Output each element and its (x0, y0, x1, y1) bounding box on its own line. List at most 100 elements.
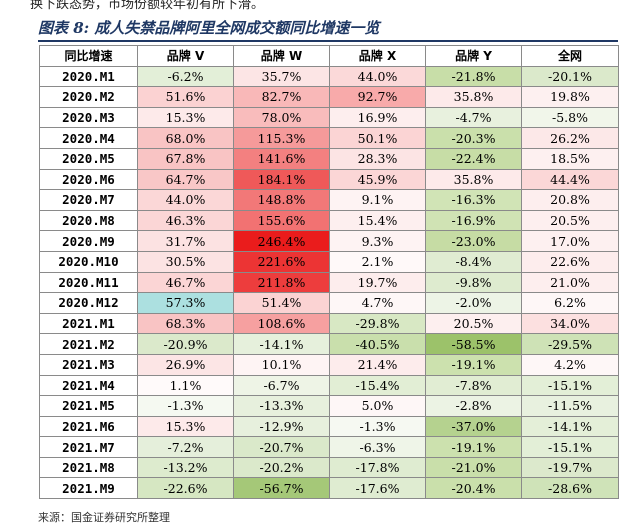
growth-cell: -14.1% (521, 415, 619, 438)
growth-cell: 45.9% (329, 168, 426, 191)
growth-cell: 21.4% (329, 353, 426, 376)
growth-cell: 15.4% (329, 209, 426, 232)
growth-cell: -11.5% (521, 395, 619, 417)
row-period-label: 2021.M6 (39, 415, 138, 438)
growth-cell: 115.3% (233, 127, 330, 149)
growth-cell: 18.5% (521, 147, 619, 170)
growth-cell: 51.4% (233, 292, 330, 314)
growth-cell: 19.8% (521, 86, 619, 108)
row-period-label: 2020.M4 (39, 127, 138, 149)
growth-cell: 44.0% (329, 65, 426, 88)
growth-cell: 184.1% (233, 168, 330, 191)
growth-cell: -6.2% (137, 65, 234, 88)
growth-cell: -16.3% (425, 189, 522, 211)
row-period-label: 2021.M9 (39, 477, 138, 500)
table-row: 2020.M12 57.3% 51.4% 4.7% -2.0% 6.2% (39, 292, 619, 314)
row-period-label: 2020.M1 (39, 65, 138, 88)
growth-cell: -17.6% (329, 477, 426, 500)
growth-cell: 35.8% (425, 86, 522, 108)
table-header-row: 同比增速 品牌 V 品牌 W 品牌 X 品牌 Y 全网 (39, 45, 619, 67)
table-row: 2021.M7 -7.2% -20.7% -6.3% -19.1% -15.1% (39, 436, 619, 458)
growth-cell: 20.8% (521, 189, 619, 211)
growth-cell: -2.8% (425, 395, 522, 417)
growth-cell: 82.7% (233, 86, 330, 108)
row-period-label: 2021.M1 (39, 312, 138, 335)
growth-cell: 16.9% (329, 106, 426, 129)
growth-cell: -20.9% (137, 333, 234, 355)
growth-cell: 46.3% (137, 209, 234, 232)
preceding-text: 换下跌态势，市场份额较年初有所下滑。 (30, 0, 265, 12)
growth-cell: -29.8% (329, 312, 426, 335)
row-period-label: 2020.M12 (39, 292, 138, 314)
growth-cell: -19.7% (521, 456, 619, 479)
growth-cell: -21.0% (425, 456, 522, 479)
header-period: 同比增速 (39, 45, 138, 67)
growth-cell: 35.8% (425, 168, 522, 191)
growth-cell: 22.6% (521, 250, 619, 273)
growth-cell: 17.0% (521, 230, 619, 252)
row-period-label: 2020.M3 (39, 106, 138, 129)
growth-cell: 15.3% (137, 106, 234, 129)
growth-cell: -13.3% (233, 395, 330, 417)
growth-cell: 19.7% (329, 271, 426, 294)
growth-cell: -20.3% (425, 127, 522, 149)
growth-cell: -21.8% (425, 65, 522, 88)
growth-cell: 108.6% (233, 312, 330, 335)
header-brand-w: 品牌 W (233, 45, 330, 67)
growth-cell: 44.4% (521, 168, 619, 191)
table-row: 2020.M10 30.5% 221.6% 2.1% -8.4% 22.6% (39, 250, 619, 273)
table-row: 2021.M9 -22.6% -56.7% -17.6% -20.4% -28.6% (39, 477, 619, 500)
growth-cell: -40.5% (329, 333, 426, 355)
growth-cell: -19.1% (425, 353, 522, 376)
growth-cell: -16.9% (425, 209, 522, 232)
growth-cell: -28.6% (521, 477, 619, 500)
growth-cell: 35.7% (233, 65, 330, 88)
growth-cell: 34.0% (521, 312, 619, 335)
table-row: 2020.M8 46.3% 155.6% 15.4% -16.9% 20.5% (39, 209, 619, 232)
growth-cell: 246.4% (233, 230, 330, 252)
row-period-label: 2021.M3 (39, 353, 138, 376)
table-row: 2020.M3 15.3% 78.0% 16.9% -4.7% -5.8% (39, 106, 619, 129)
growth-cell: -1.3% (329, 415, 426, 438)
source-note: 来源：国金证券研究所整理 (38, 511, 170, 524)
growth-cell: 2.1% (329, 250, 426, 273)
row-period-label: 2020.M5 (39, 147, 138, 170)
growth-cell: -22.4% (425, 147, 522, 170)
growth-cell: 26.2% (521, 127, 619, 149)
growth-cell: 4.2% (521, 353, 619, 376)
row-period-label: 2021.M8 (39, 456, 138, 479)
growth-cell: 20.5% (425, 312, 522, 335)
growth-cell: 6.2% (521, 292, 619, 314)
growth-cell: -22.6% (137, 477, 234, 500)
growth-cell: -12.9% (233, 415, 330, 438)
row-period-label: 2021.M2 (39, 333, 138, 355)
growth-cell: -20.7% (233, 436, 330, 458)
table-row: 2020.M1 -6.2% 35.7% 44.0% -21.8% -20.1% (39, 65, 619, 88)
header-brand-y: 品牌 Y (425, 45, 522, 67)
header-all-network: 全网 (521, 45, 619, 67)
growth-cell: 221.6% (233, 250, 330, 273)
growth-cell: 15.3% (137, 415, 234, 438)
growth-cell: 50.1% (329, 127, 426, 149)
row-period-label: 2020.M11 (39, 271, 138, 294)
growth-cell: -9.8% (425, 271, 522, 294)
growth-cell: -5.8% (521, 106, 619, 129)
row-period-label: 2021.M4 (39, 374, 138, 397)
row-period-label: 2020.M6 (39, 168, 138, 191)
row-period-label: 2020.M9 (39, 230, 138, 252)
growth-cell: 31.7% (137, 230, 234, 252)
growth-cell: -7.2% (137, 436, 234, 458)
growth-cell: 68.0% (137, 127, 234, 149)
table-row: 2020.M11 46.7% 211.8% 19.7% -9.8% 21.0% (39, 271, 619, 294)
growth-cell: 28.3% (329, 147, 426, 170)
title-rule (38, 40, 618, 42)
table-row: 2021.M1 68.3% 108.6% -29.8% 20.5% 34.0% (39, 312, 619, 335)
growth-cell: -19.1% (425, 436, 522, 458)
growth-cell: -20.1% (521, 65, 619, 88)
row-period-label: 2020.M8 (39, 209, 138, 232)
growth-cell: 57.3% (137, 292, 234, 314)
growth-cell: 68.3% (137, 312, 234, 335)
table-row: 2021.M6 15.3% -12.9% -1.3% -37.0% -14.1% (39, 415, 619, 438)
header-brand-x: 品牌 X (329, 45, 426, 67)
growth-cell: 21.0% (521, 271, 619, 294)
